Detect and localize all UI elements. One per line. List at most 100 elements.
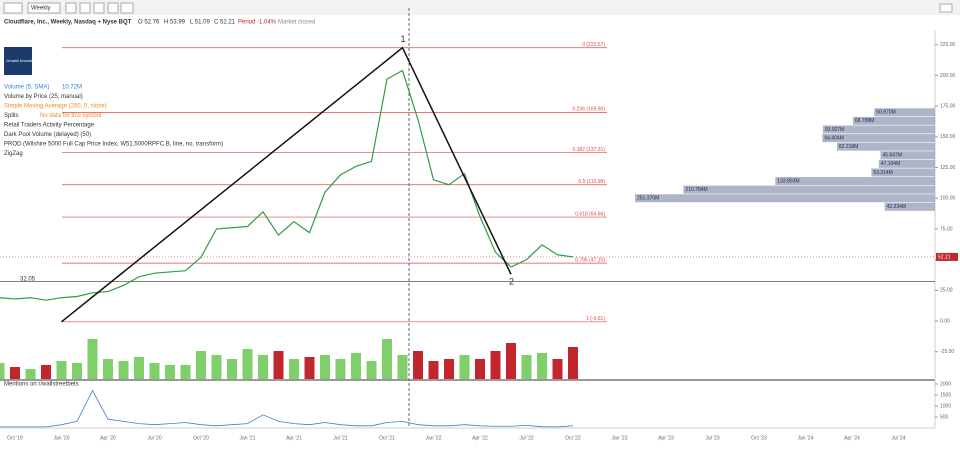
fib-label: 0 (222.57)	[582, 42, 605, 48]
x-tick-label: Jan '20	[54, 435, 70, 441]
x-tick-label: Jul '21	[333, 435, 348, 441]
x-tick-label: Jan '22	[426, 435, 442, 441]
fib-label: 0.236 (169.90)	[572, 107, 605, 113]
market-status: Market closed	[278, 20, 315, 26]
volume-bar	[196, 351, 206, 379]
ohlc: O 52.76	[138, 20, 160, 26]
volume-bar	[490, 351, 501, 379]
volume-bar	[335, 359, 346, 379]
fib-label: 0.786 (47.15)	[575, 257, 605, 263]
x-tick-label: Jul '24	[891, 435, 906, 441]
volume-bar	[41, 365, 51, 379]
volume-profile-bar	[884, 202, 935, 211]
volume-profile-bar	[635, 194, 935, 203]
y-tick-label: 125.00	[940, 165, 956, 171]
volume-bar	[521, 355, 532, 379]
volume-profile-label: 133.803M	[777, 178, 799, 184]
volume-bar	[211, 355, 222, 379]
volume-bar	[103, 359, 113, 379]
volume-bar	[506, 343, 516, 379]
tool-button[interactable]	[93, 2, 105, 14]
volume-bar	[444, 359, 454, 379]
x-tick-label: Apr '20	[100, 435, 116, 441]
volume-bar	[25, 369, 36, 379]
volume-profile-bar	[880, 151, 935, 160]
volume-profile-bar	[852, 116, 935, 125]
volume-profile-bar	[871, 168, 935, 177]
tool-button[interactable]	[107, 2, 119, 14]
volume-bar	[537, 353, 547, 379]
ohlc: L 51.09	[190, 20, 210, 26]
interval: Weekly	[31, 6, 51, 12]
y-tick-label: -25.00	[940, 349, 954, 355]
volume-bar	[242, 349, 253, 379]
price-line	[0, 69, 574, 301]
volume-bar	[72, 363, 82, 379]
fib-label: 1 (-0.61)	[586, 316, 605, 322]
volume-profile-label: 42.234M	[887, 204, 906, 210]
volume-bar	[552, 359, 563, 379]
y-tick-label: 175.00	[940, 103, 956, 109]
pane-title: Mentions on r/wallstreetbets	[4, 382, 79, 388]
period-change: Period -1.04%	[238, 20, 277, 26]
tool-button[interactable]	[120, 2, 134, 14]
x-tick-label: Jul '20	[147, 435, 162, 441]
y-tick-label: 2000	[940, 381, 951, 387]
volume-profile-bar	[775, 177, 935, 186]
volume-bar	[304, 357, 315, 379]
volume-bar	[397, 355, 408, 379]
logo-text: Growth Investor Pro	[6, 58, 42, 63]
indicator-name: Simple Moving Average (200, 0, close)	[4, 104, 107, 110]
fib-label: 0.618 (84.66)	[575, 211, 605, 217]
x-tick-label: Oct '21	[379, 435, 395, 441]
volume-bar	[56, 361, 67, 379]
y-tick-label: 1500	[940, 392, 951, 398]
volume-bar	[366, 361, 377, 379]
volume-bar	[0, 363, 5, 379]
volume-profile-label: 93.927M	[825, 127, 844, 133]
toolbar	[0, 0, 960, 15]
zigzag-label: 1	[401, 34, 406, 44]
volume-bar	[180, 365, 191, 379]
volume-profile-bar	[822, 125, 935, 134]
x-tick-label: Jul '23	[705, 435, 720, 441]
fib-label: 0.382 (137.31)	[572, 147, 605, 153]
x-tick-label: Apr '23	[658, 435, 674, 441]
volume-bar	[289, 359, 299, 379]
volume-bar	[87, 339, 98, 379]
volume-bar	[459, 355, 470, 379]
tool-button[interactable]	[79, 2, 91, 14]
volume-profile-label: 251.370M	[637, 196, 659, 202]
reference-label: 32.05	[20, 276, 36, 282]
x-tick-label: Oct '22	[565, 435, 581, 441]
volume-profile-bar	[878, 159, 935, 168]
y-tick-label: 25.00	[940, 288, 953, 294]
ohlc: H 53.99	[164, 20, 186, 26]
settings-button[interactable]	[939, 3, 953, 13]
indicator-value: 10.72M	[62, 85, 82, 91]
volume-profile-bar	[822, 134, 935, 143]
indicator-name: Dark Pool Volume (delayed) (50)	[4, 132, 91, 138]
volume-profile-bar	[874, 108, 935, 117]
y-tick-label: 75.00	[940, 226, 953, 232]
indicator-name: Retail Traders Activity Percentage	[4, 123, 95, 129]
volume-profile-label: 210.784M	[685, 187, 707, 193]
volume-profile-label: 94.404M	[824, 135, 843, 141]
volume-profile-label: 53.314M	[873, 170, 892, 176]
volume-bar	[118, 361, 129, 379]
x-tick-label: Jan '21	[240, 435, 256, 441]
volume-bar	[475, 359, 485, 379]
volume-bar	[258, 355, 268, 379]
tool-button[interactable]	[65, 2, 77, 14]
indicator-name: PROD (Wilshire 5000 Full Cap Price Index…	[4, 142, 223, 148]
interval-select[interactable]	[27, 2, 61, 14]
volume-bar	[382, 339, 392, 379]
volume-bar	[320, 355, 330, 379]
y-tick-label: 0.00	[940, 318, 950, 324]
last-price-label: 52.21	[938, 254, 951, 260]
volume-bar	[227, 359, 237, 379]
volume-profile-bar	[683, 185, 935, 194]
menu-button[interactable]	[3, 2, 23, 14]
x-tick-label: Apr '22	[472, 435, 488, 441]
